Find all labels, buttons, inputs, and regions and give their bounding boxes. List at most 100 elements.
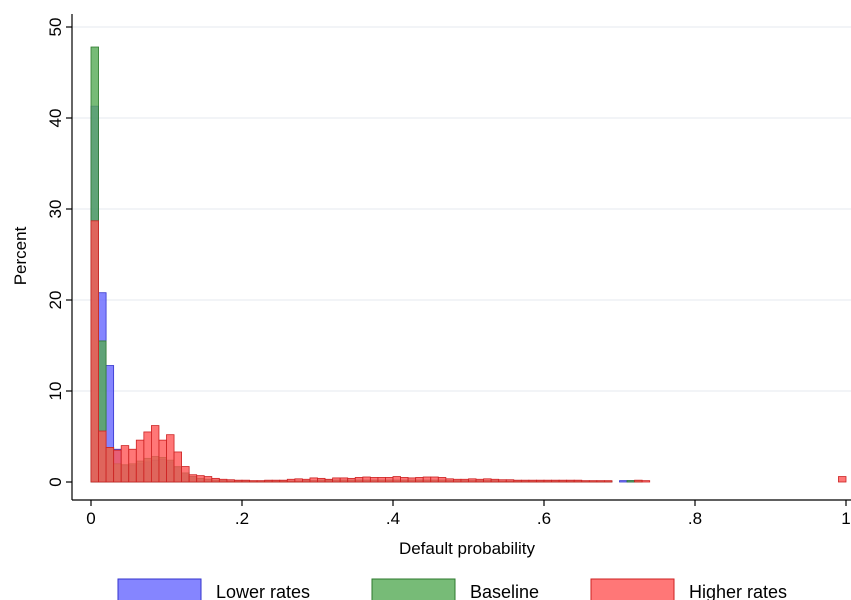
x-tick-label: .4 <box>386 509 400 528</box>
plot-frame <box>72 14 851 500</box>
bar <box>634 479 643 483</box>
grid-lines <box>72 26 851 392</box>
bar <box>400 477 409 483</box>
bar <box>188 474 198 483</box>
bar <box>332 477 341 483</box>
bar <box>196 475 205 483</box>
plot-area <box>72 14 851 500</box>
legend-label-1: Baseline <box>470 582 539 600</box>
bar <box>203 476 213 483</box>
bar <box>105 447 115 483</box>
bar <box>181 466 190 483</box>
bar <box>551 479 560 483</box>
y-tick-label: 0 <box>46 477 65 486</box>
bar <box>113 449 122 483</box>
bar <box>256 480 266 483</box>
bar <box>452 478 462 483</box>
y-tick-label: 10 <box>46 382 65 401</box>
bar <box>377 477 386 483</box>
legend-key-0 <box>117 578 202 600</box>
series-2 <box>90 220 847 483</box>
bar <box>301 478 311 483</box>
x-tick-label: .8 <box>688 509 702 528</box>
bar <box>468 478 477 483</box>
bar <box>430 476 439 483</box>
bar <box>211 477 220 483</box>
legend-key-2 <box>590 578 675 600</box>
bar <box>279 479 288 483</box>
bar <box>249 480 258 483</box>
bar <box>588 480 598 483</box>
y-tick-label: 50 <box>46 18 65 37</box>
bars <box>90 46 847 483</box>
x-tick-label: .2 <box>235 509 249 528</box>
bar <box>513 479 522 483</box>
bar <box>120 445 130 483</box>
bar <box>128 448 137 483</box>
bar <box>490 478 500 483</box>
bar <box>437 477 447 483</box>
bar <box>150 425 160 483</box>
bar <box>505 479 515 483</box>
bar <box>354 477 364 483</box>
bar <box>626 480 635 483</box>
bar <box>294 478 303 483</box>
bar <box>604 480 613 483</box>
bar <box>234 479 243 483</box>
bar <box>407 477 417 483</box>
axes: 0 10 20 30 40 50 0 .2 .4 .6 .8 1 <box>46 14 851 528</box>
bar <box>173 451 183 483</box>
bar <box>528 479 537 483</box>
bar <box>347 477 356 483</box>
bar <box>596 480 605 483</box>
bar <box>566 479 575 483</box>
bar <box>158 439 167 483</box>
bar <box>339 477 349 483</box>
y-tick-label: 40 <box>46 109 65 128</box>
bar <box>218 478 228 483</box>
bar <box>362 476 371 483</box>
y-tick-label: 30 <box>46 200 65 219</box>
x-tick-label: .6 <box>537 509 551 528</box>
legend: Lower rates Baseline Higher rates <box>117 578 787 600</box>
bar <box>90 220 99 483</box>
bar <box>498 479 507 483</box>
bar <box>536 479 545 483</box>
bar <box>520 479 530 483</box>
bar <box>271 479 281 483</box>
bar <box>143 431 152 483</box>
legend-label-0: Lower rates <box>216 582 310 600</box>
bar <box>317 477 326 483</box>
x-tick-label: 0 <box>86 509 95 528</box>
bar <box>264 479 273 483</box>
bar <box>241 479 250 483</box>
bar <box>422 476 432 483</box>
bar <box>324 478 333 483</box>
y-tick-label: 20 <box>46 291 65 310</box>
bar <box>415 477 424 483</box>
x-tick-label: 1 <box>841 509 850 528</box>
bar <box>385 477 394 483</box>
bar <box>286 478 296 483</box>
bar <box>581 480 590 483</box>
bar <box>838 476 847 483</box>
x-axis-title: Default probability <box>399 539 536 558</box>
bar <box>369 477 379 483</box>
bar <box>460 478 469 483</box>
bar <box>98 430 107 483</box>
bar <box>392 476 401 483</box>
y-axis-title: Percent <box>11 226 30 285</box>
bar <box>135 439 145 483</box>
bar <box>226 479 235 483</box>
legend-key-1 <box>371 578 456 600</box>
bar <box>475 478 484 483</box>
bar <box>445 478 454 483</box>
bar <box>573 479 583 483</box>
legend-label-2: Higher rates <box>689 582 787 600</box>
bar <box>558 479 568 483</box>
bar <box>483 478 492 483</box>
bar <box>166 434 175 483</box>
bar <box>543 479 552 483</box>
bar <box>309 477 318 483</box>
